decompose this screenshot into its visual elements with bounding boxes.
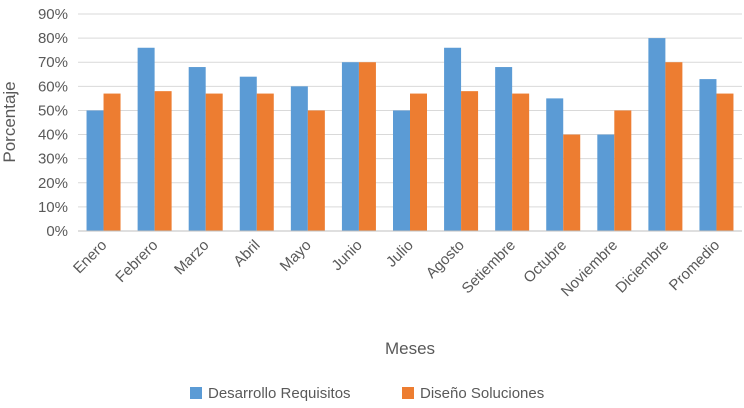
bar-diseno-marzo [205, 93, 223, 231]
y-tick-label: 20% [38, 175, 68, 192]
bars [86, 38, 734, 232]
bar-desarrollo-marzo [188, 67, 206, 232]
bar-diseno-abril [256, 93, 274, 231]
x-tick-label: Febrero [112, 237, 161, 286]
bar-diseno-mayo [307, 110, 325, 231]
bar-desarrollo-junio [341, 62, 359, 231]
x-tick-label: Junio [328, 237, 365, 274]
x-tick-label: Mayo [277, 237, 315, 275]
legend: Desarrollo Requisitos Diseño Soluciones [190, 385, 544, 402]
y-tick-label: 40% [38, 127, 68, 144]
x-tick-label: Setiembre [459, 237, 519, 297]
bar-desarrollo-promedio [699, 79, 717, 231]
y-tick-label: 60% [38, 78, 68, 95]
legend-swatch [402, 387, 414, 399]
legend-label: Desarrollo Requisitos [208, 385, 351, 402]
bar-desarrollo-abril [239, 76, 257, 231]
bar-diseno-febrero [154, 91, 172, 232]
x-tick-label: Octubre [520, 237, 570, 287]
bar-desarrollo-julio [393, 110, 410, 231]
y-tick-label: 90% [38, 6, 68, 23]
bar-diseno-julio [410, 93, 427, 231]
y-axis-label: Porcentaje [0, 81, 19, 162]
x-tick-label: Enero [70, 237, 110, 277]
bar-desarrollo-agosto [444, 47, 462, 231]
y-tick-label: 50% [38, 102, 68, 119]
legend-swatch [190, 387, 202, 399]
bar-desarrollo-octubre [546, 98, 564, 231]
y-tick-labels: 0% 10% 20% 30% 40% 50% 60% 70% 80% 90% [38, 6, 68, 240]
bar-diseno-junio [358, 62, 376, 231]
y-tick-label: 0% [46, 223, 68, 240]
x-tick-label: Julio [383, 237, 417, 271]
bar-diseno-enero [103, 93, 121, 231]
bar-diseno-agosto [461, 91, 479, 232]
x-tick-labels: Enero Febrero Marzo Abril Mayo Junio Julio Agos… [70, 237, 723, 300]
bar-diseno-promedio [716, 93, 734, 231]
x-tick-label: Diciembre [612, 237, 672, 297]
bar-diseno-diciembre [665, 62, 683, 231]
y-tick-label: 70% [38, 54, 68, 71]
bar-diseno-setiembre [512, 93, 530, 231]
x-tick-label: Marzo [171, 237, 212, 278]
y-tick-label: 30% [38, 151, 68, 168]
bar-desarrollo-setiembre [495, 67, 513, 232]
bar-desarrollo-noviembre [597, 134, 615, 231]
y-tick-label: 10% [38, 199, 68, 216]
bar-diseno-octubre [563, 134, 581, 231]
y-tick-label: 80% [38, 30, 68, 47]
bar-desarrollo-enero [86, 110, 104, 231]
x-tick-label: Abril [230, 237, 263, 270]
bar-desarrollo-mayo [290, 86, 308, 231]
x-axis-label: Meses [385, 339, 435, 358]
legend-label: Diseño Soluciones [420, 385, 544, 402]
bar-diseno-noviembre [614, 110, 632, 231]
x-tick-label: Agosto [423, 237, 468, 282]
x-tick-label: Promedio [666, 237, 723, 294]
bar-desarrollo-febrero [137, 47, 155, 231]
bar-desarrollo-diciembre [648, 38, 666, 231]
